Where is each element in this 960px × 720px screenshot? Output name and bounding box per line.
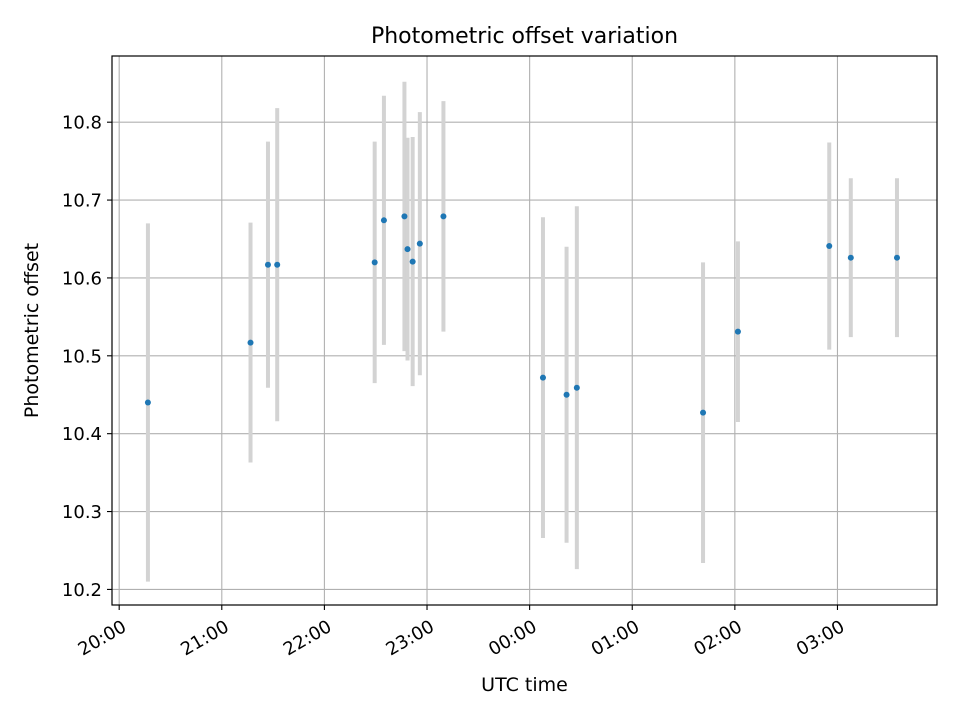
x-axis-ticks: 20:00 21:00 22:00 23:00 00:00 01:00 02:00 03:00	[75, 605, 848, 660]
y-tick-label: 10.3	[62, 502, 102, 523]
data-point	[734, 328, 741, 335]
data-point	[893, 254, 900, 261]
data-point	[264, 261, 271, 268]
y-tick-label: 10.7	[62, 191, 102, 212]
chart-title: Photometric offset variation	[371, 24, 678, 49]
error-bars	[145, 81, 899, 582]
x-tick-label: 20:00	[75, 616, 130, 660]
data-point	[416, 240, 423, 247]
y-tick-label: 10.4	[62, 424, 102, 445]
data-point	[247, 339, 254, 346]
x-tick-label: 23:00	[382, 616, 437, 660]
data-point	[409, 258, 416, 265]
x-tick-label: 21:00	[177, 616, 232, 660]
y-tick-label: 10.8	[62, 113, 102, 134]
data-point	[847, 254, 854, 261]
x-tick-label: 01:00	[588, 616, 643, 660]
x-tick-label: 03:00	[793, 616, 848, 660]
data-point	[700, 409, 707, 416]
y-axis-label: Photometric offset	[21, 243, 43, 418]
data-point	[539, 374, 546, 381]
plot-frame	[111, 55, 938, 606]
data-point	[404, 246, 411, 253]
data-point	[440, 213, 447, 220]
y-tick-label: 10.5	[62, 346, 102, 367]
x-tick-label: 22:00	[280, 616, 335, 660]
data-point	[573, 384, 580, 391]
y-tick-label: 10.6	[62, 268, 102, 289]
data-point	[380, 217, 387, 224]
y-tick-label: 10.2	[62, 580, 102, 601]
data-point	[563, 391, 570, 398]
data-point	[274, 261, 281, 268]
data-points	[144, 213, 900, 416]
y-axis-ticks: 10.2 10.3 10.4 10.5 10.6 10.7 10.8	[62, 113, 112, 601]
data-point	[371, 259, 378, 266]
grid	[112, 56, 937, 605]
data-point	[144, 399, 151, 406]
x-tick-label: 00:00	[485, 616, 540, 660]
data-point	[826, 243, 833, 250]
x-tick-label: 02:00	[690, 616, 745, 660]
data-point	[401, 213, 408, 220]
x-axis-label: UTC time	[481, 674, 568, 696]
